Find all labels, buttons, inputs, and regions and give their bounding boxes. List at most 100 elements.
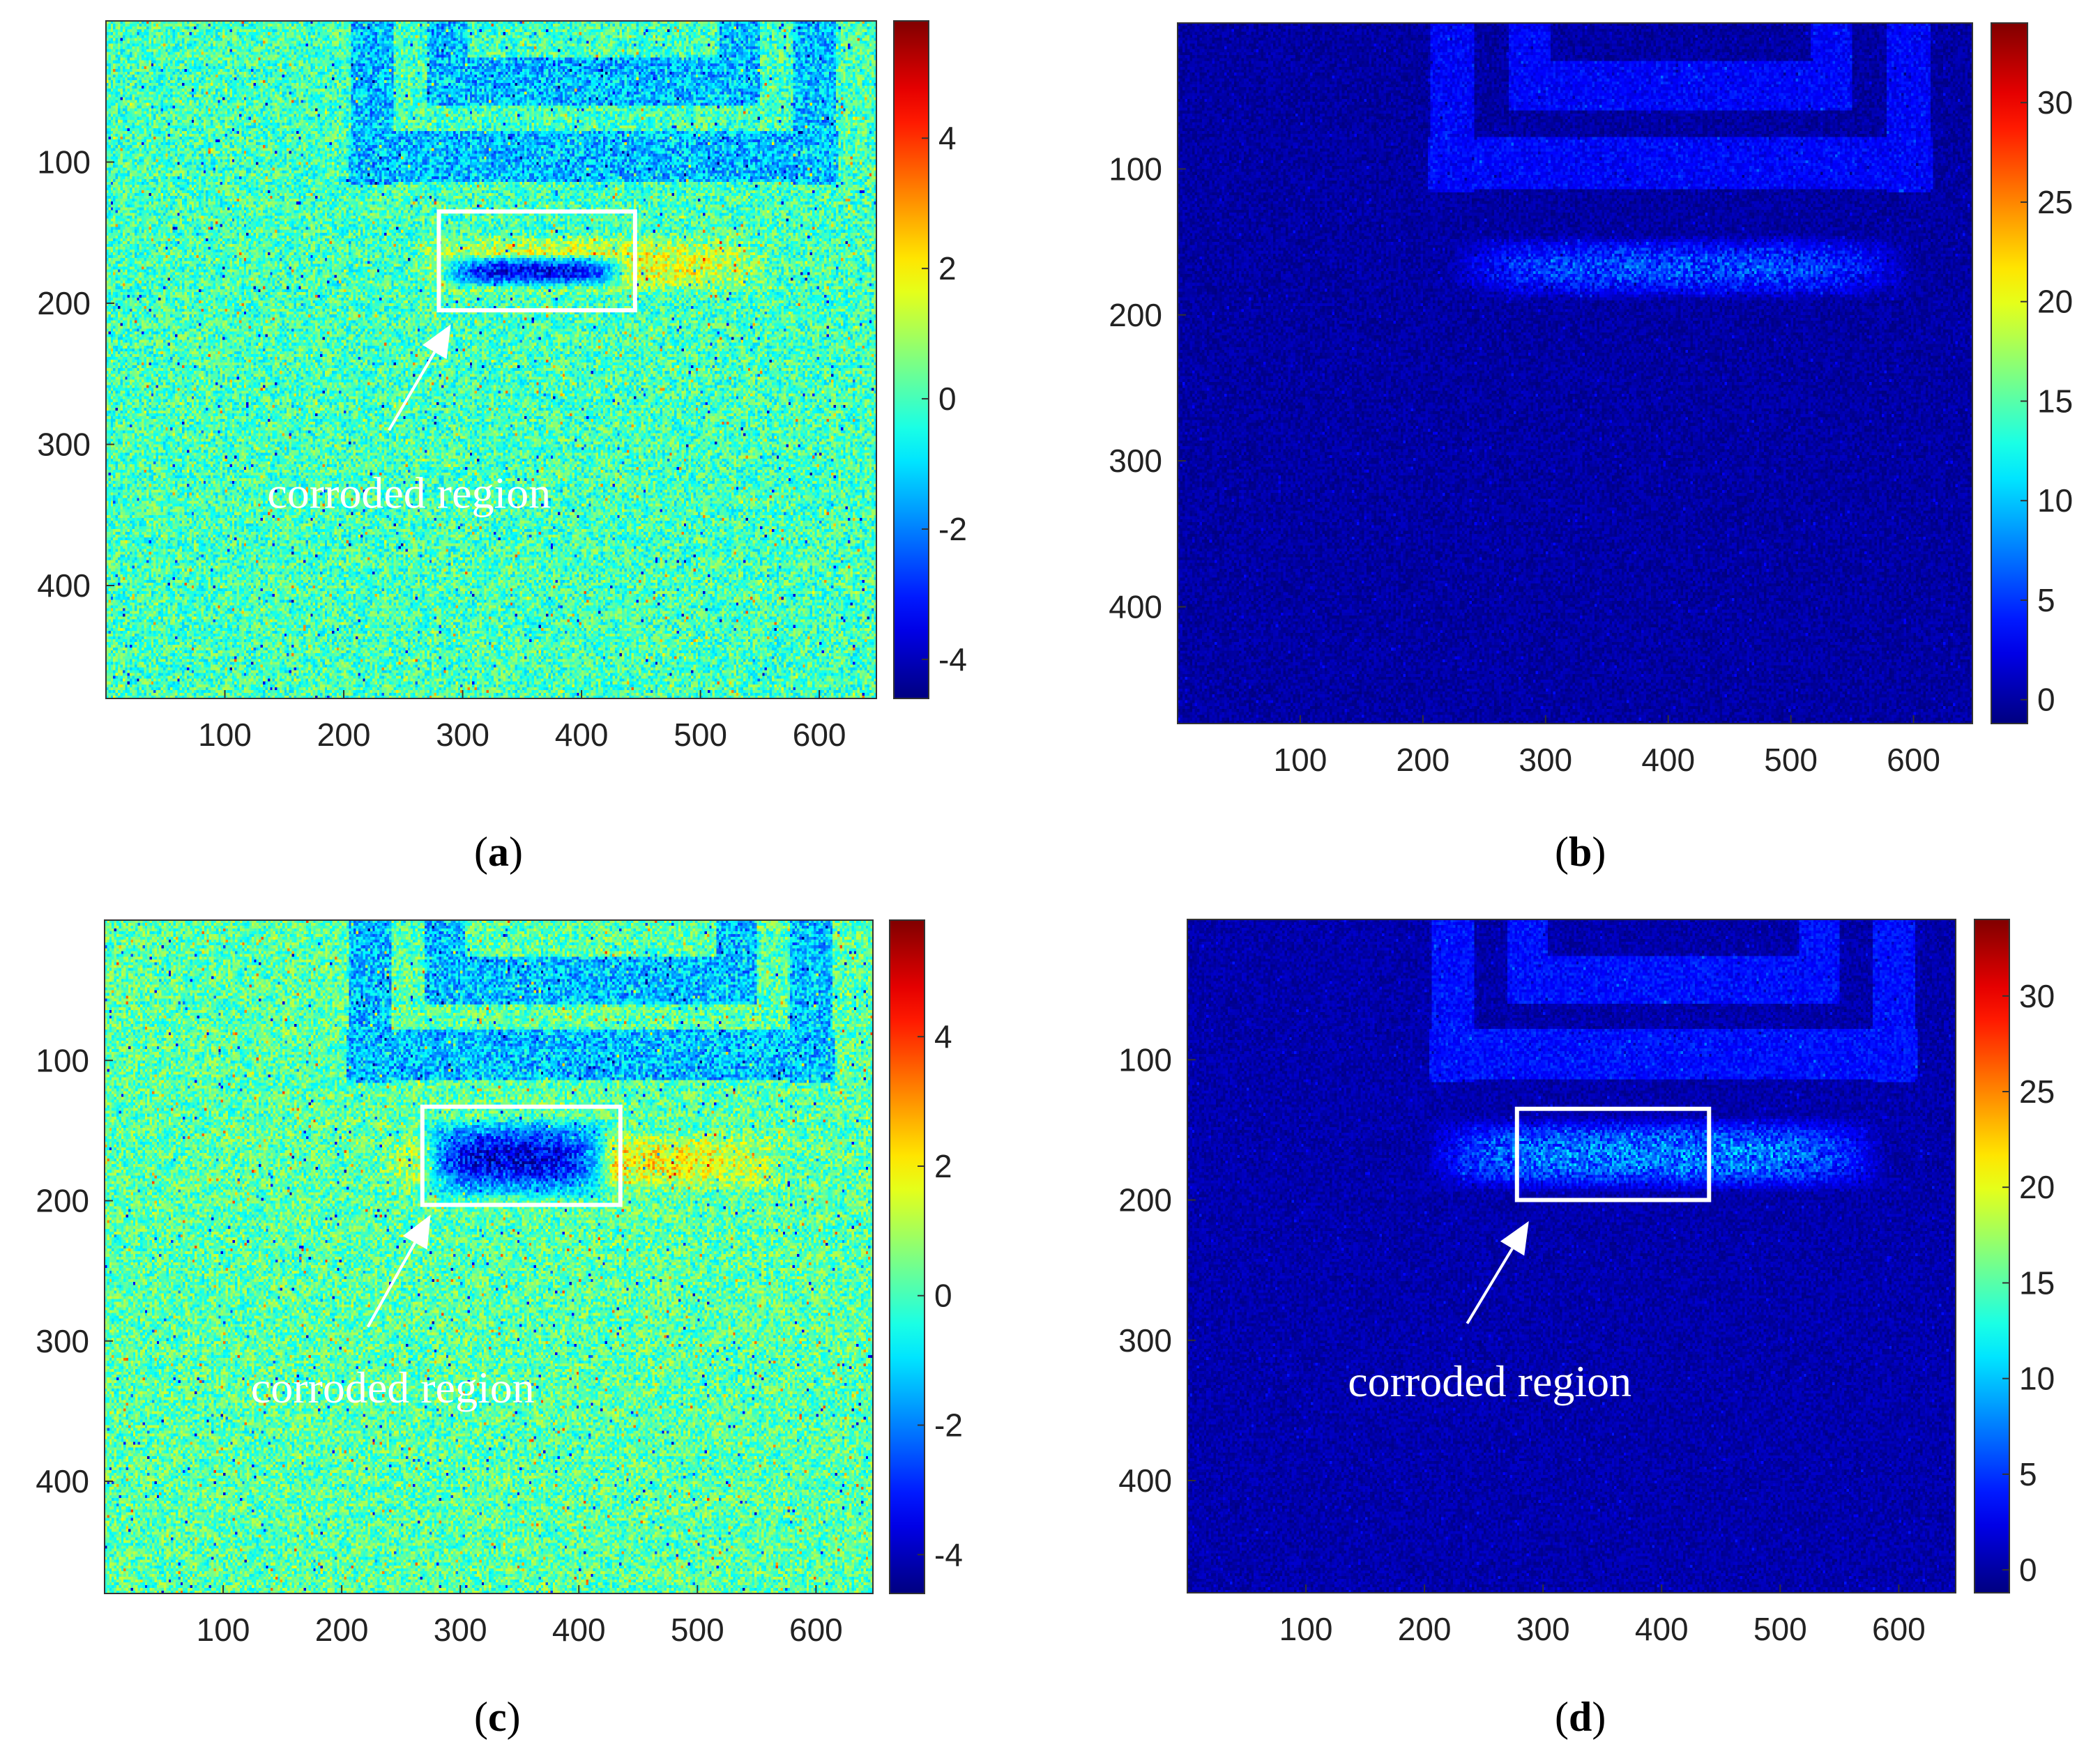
- y-tick-label-d-2: 300: [1118, 1322, 1172, 1359]
- y-tick-label-d-3: 400: [1118, 1462, 1172, 1499]
- colorbar-tick-label-a-2: 0: [938, 381, 957, 417]
- x-tick-label-a-3: 400: [555, 717, 609, 753]
- chart-b: 100 200 300 400 500 6001002003004003025201510…: [1109, 22, 2073, 778]
- x-tick-label-b-2: 300: [1519, 742, 1572, 778]
- heatmap-image-c: [105, 920, 873, 1593]
- colorbar-tick-label-d-3: 15: [2019, 1264, 2055, 1301]
- colorbar-tick-label-c-1: 2: [934, 1148, 952, 1184]
- x-tick-label-b-5: 600: [1887, 742, 1940, 778]
- colorbar-tick-label-c-0: 4: [934, 1018, 952, 1055]
- colorbar-d: [1974, 919, 2010, 1593]
- x-tick-label-d-0: 100: [1279, 1611, 1333, 1647]
- colorbar-a: [893, 20, 929, 699]
- panel-label-d: (d): [1555, 1694, 1606, 1740]
- y-tick-label-c-1: 200: [36, 1183, 89, 1219]
- x-tick-label-c-1: 200: [315, 1612, 369, 1648]
- y-tick-label-d-0: 100: [1118, 1041, 1172, 1078]
- colorbar-tick-label-b-4: 10: [2037, 482, 2073, 519]
- colorbar-b: [1991, 22, 2028, 724]
- y-tick-label-c-2: 300: [36, 1323, 89, 1359]
- y-tick-label-b-1: 200: [1109, 297, 1162, 333]
- x-tick-label-d-3: 400: [1635, 1611, 1689, 1647]
- colorbar-tick-label-b-6: 0: [2037, 682, 2055, 718]
- arrow-shaft-a: [388, 351, 436, 431]
- x-tick-label-d-4: 500: [1753, 1611, 1807, 1647]
- x-tick-label-d-1: 200: [1398, 1611, 1452, 1647]
- colorbar-tick-label-b-5: 5: [2037, 582, 2055, 618]
- x-tick-label-b-3: 400: [1641, 742, 1695, 778]
- x-tick-label-a-0: 100: [198, 717, 252, 753]
- panel-c: 100 200 300 400 500 600 100 200 300 400 4 2 0 -2 -4 cor…: [0, 879, 1050, 1758]
- x-tick-label-b-1: 200: [1396, 742, 1450, 778]
- y-tick-label-b-0: 100: [1109, 151, 1162, 187]
- colorbar-tick-label-d-2: 20: [2019, 1169, 2055, 1205]
- arrow-head-c: [402, 1214, 431, 1250]
- plot-frame-a: [105, 20, 877, 699]
- colorbar-tick-label-b-3: 15: [2037, 383, 2073, 419]
- x-tick-label-b-4: 500: [1764, 742, 1818, 778]
- arrow-shaft-c: [366, 1241, 416, 1328]
- panel-d: 100 200 300 400 500 600 100 200 300 400 30 25 20 15 10…: [1050, 879, 2100, 1758]
- colorbar-c: [889, 919, 925, 1594]
- corroded-region-box-c: [420, 1104, 623, 1207]
- corroded-region-box-a: [436, 209, 637, 313]
- colorbar-tick-label-a-4: -4: [938, 641, 967, 678]
- x-tick-label-c-4: 500: [671, 1612, 724, 1648]
- colorbar-tick-label-c-2: 0: [934, 1278, 952, 1314]
- annotation-text-c: corroded region: [251, 1363, 535, 1412]
- heatmap-image-d: [1187, 919, 1956, 1593]
- arrow-shaft-d: [1466, 1248, 1514, 1324]
- y-tick-label-a-3: 400: [37, 567, 91, 604]
- colorbar-tick-label-d-1: 25: [2019, 1073, 2055, 1110]
- panel-label-a: (a): [474, 829, 523, 875]
- panel-label-c: (c): [474, 1694, 521, 1740]
- x-tick-label-a-2: 300: [436, 717, 489, 753]
- colorbar-tick-label-c-3: -2: [934, 1407, 963, 1444]
- x-tick-label-d-5: 600: [1872, 1611, 1926, 1647]
- corroded-region-box-d: [1514, 1106, 1712, 1202]
- colorbar-tick-label-a-1: 2: [938, 250, 957, 286]
- colorbar-tick-label-a-0: 4: [938, 120, 957, 156]
- x-tick-label-c-3: 400: [552, 1612, 606, 1648]
- x-tick-label-c-0: 100: [197, 1612, 250, 1648]
- x-tick-label-a-4: 500: [674, 717, 727, 753]
- y-tick-label-d-1: 200: [1118, 1182, 1172, 1218]
- x-tick-label-a-1: 200: [317, 717, 371, 753]
- plot-frame-c: [104, 919, 874, 1594]
- colorbar-tick-label-d-0: 30: [2019, 978, 2055, 1014]
- plot-frame-d: [1187, 919, 1956, 1593]
- heatmap-image-b: [1178, 23, 1972, 724]
- colorbar-tick-label-b-0: 30: [2037, 84, 2073, 121]
- panel-label-b: (b): [1555, 829, 1606, 875]
- x-tick-label-a-5: 600: [793, 717, 846, 753]
- y-tick-label-b-3: 400: [1109, 589, 1162, 625]
- colorbar-tick-label-c-4: -4: [934, 1536, 963, 1573]
- y-tick-label-a-1: 200: [37, 285, 91, 321]
- annotation-text-a: corroded region: [267, 468, 551, 517]
- plot-frame-b: [1177, 22, 1973, 724]
- arrow-head-a: [423, 324, 451, 360]
- chart-a: 100 200 300 400 500 600 100 200 300 400 4 2 0 -2 -4 cor…: [37, 20, 967, 753]
- colorbar-tick-label-d-4: 10: [2019, 1361, 2055, 1397]
- colorbar-tick-label-b-1: 25: [2037, 184, 2073, 220]
- colorbar-tick-label-d-6: 0: [2019, 1552, 2037, 1588]
- chart-d: 100 200 300 400 500 6001002003004003025201510…: [1118, 919, 2055, 1647]
- colorbar-tick-label-b-2: 20: [2037, 284, 2073, 320]
- y-tick-label-a-0: 100: [37, 144, 91, 181]
- y-tick-label-c-3: 400: [36, 1463, 89, 1499]
- y-tick-label-a-2: 300: [37, 427, 91, 463]
- colorbar-tick-label-d-5: 5: [2019, 1456, 2037, 1492]
- heatmap-image-a: [106, 21, 876, 698]
- x-tick-label-d-2: 300: [1516, 1611, 1570, 1647]
- x-tick-label-c-2: 300: [434, 1612, 487, 1648]
- y-tick-label-c-0: 100: [36, 1042, 89, 1078]
- chart-c: 100 200 300 400 500 600 100 200 300 400 4 2 0 -2 -4 cor…: [36, 919, 963, 1648]
- x-tick-label-c-5: 600: [789, 1612, 843, 1648]
- colorbar-tick-label-a-3: -2: [938, 511, 967, 547]
- panel-b: 100 200 300 400 500 600 100 200 300 400 30 25 20 15 10…: [1050, 0, 2100, 879]
- panel-a: 100 200 300 400 500 600 100 200 300 400 4 2 0 -2 -4 cor…: [0, 0, 1050, 879]
- y-tick-label-b-2: 300: [1109, 443, 1162, 479]
- annotation-text-d: corroded region: [1348, 1356, 1631, 1406]
- arrow-head-d: [1500, 1221, 1529, 1256]
- x-tick-label-b-0: 100: [1274, 742, 1327, 778]
